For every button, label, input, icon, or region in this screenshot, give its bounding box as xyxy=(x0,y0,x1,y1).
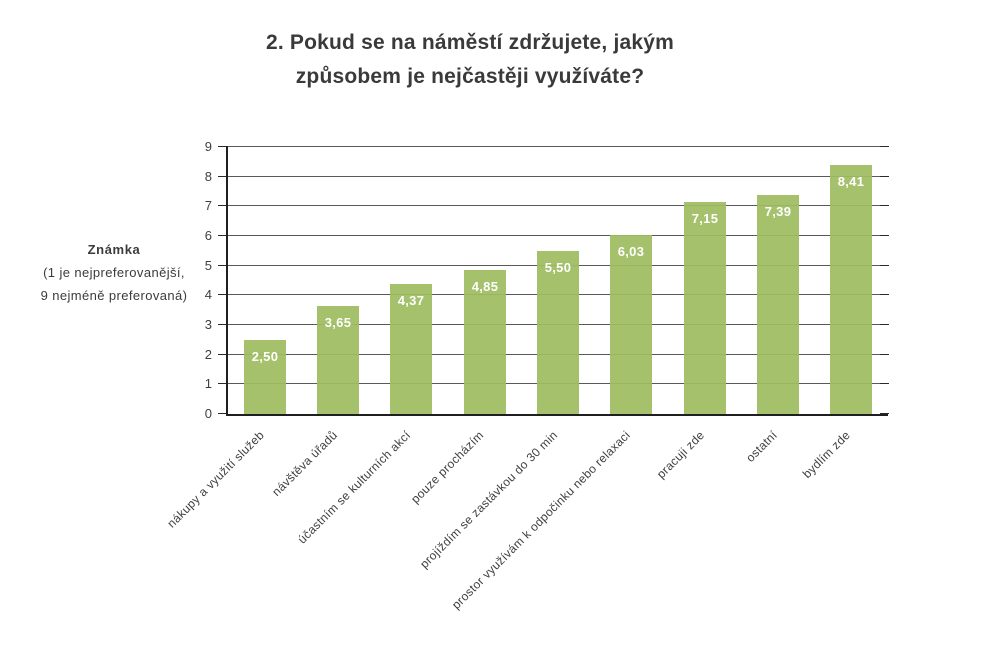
y-axis-right-tick xyxy=(880,354,889,355)
y-tick-label: 1 xyxy=(204,376,212,391)
x-axis-line xyxy=(226,414,888,416)
y-axis-label-line2: (1 je nejpreferovanější, xyxy=(43,265,185,280)
bar-value-label: 4,37 xyxy=(397,293,425,308)
y-axis-right-tick xyxy=(880,146,889,147)
gridline xyxy=(228,205,888,206)
y-tick-label: 8 xyxy=(204,169,212,184)
bar-value-label: 5,50 xyxy=(544,260,572,275)
y-axis-line xyxy=(226,146,228,416)
x-category-label: návštěva úřadů xyxy=(269,428,340,499)
y-axis-label-line3: 9 nejméně preferovaná) xyxy=(40,288,188,303)
bar-value-label: 3,65 xyxy=(324,315,352,330)
bar-value-label: 8,41 xyxy=(837,174,865,189)
bar xyxy=(464,270,506,414)
bar xyxy=(610,235,652,414)
y-tick-label: 5 xyxy=(204,258,212,273)
x-category-label: projíždím se zastávkou do 30 min xyxy=(416,428,560,572)
gridline xyxy=(228,235,888,236)
y-axis-tick xyxy=(218,205,227,206)
y-axis-right-tick xyxy=(880,383,889,384)
bar-value-label: 2,50 xyxy=(251,349,279,364)
gridline xyxy=(228,176,888,177)
y-axis-right-tick xyxy=(880,413,889,414)
chart-title-line1: 2. Pokud se na náměstí zdržujete, jakým xyxy=(265,31,675,54)
y-axis-right-tick xyxy=(880,176,889,177)
y-axis-right-tick xyxy=(880,294,889,295)
bar-value-label: 6,03 xyxy=(617,244,645,259)
bar xyxy=(537,251,579,414)
y-axis-right-tick xyxy=(880,265,889,266)
y-tick-label: 3 xyxy=(204,317,212,332)
bar-value-label: 7,15 xyxy=(691,211,719,226)
y-tick-label: 7 xyxy=(204,198,212,213)
y-tick-label: 6 xyxy=(204,228,212,243)
bar xyxy=(317,306,359,414)
bar xyxy=(757,195,799,414)
y-axis-right-tick xyxy=(880,235,889,236)
x-category-label: pouze procházím xyxy=(408,428,487,507)
bar xyxy=(830,165,872,414)
y-tick-label: 4 xyxy=(204,287,212,302)
bar xyxy=(390,284,432,414)
gridline xyxy=(228,146,888,147)
y-axis-right-tick xyxy=(880,324,889,325)
bar-value-label: 7,39 xyxy=(764,204,792,219)
y-axis-tick xyxy=(218,235,227,236)
chart-title: 2. Pokud se na náměstí zdržujete, jakým … xyxy=(0,26,940,94)
y-axis-tick xyxy=(218,324,227,325)
y-tick-label: 2 xyxy=(204,347,212,362)
y-axis-label-title: Známka xyxy=(87,242,141,257)
x-category-label: nákupy a využití služeb xyxy=(164,428,267,531)
y-axis-tick xyxy=(218,294,227,295)
y-axis-tick xyxy=(218,354,227,355)
y-axis-tick xyxy=(218,383,227,384)
x-category-label: pracuji zde xyxy=(653,428,707,482)
chart-title-line2: způsobem je nejčastěji využíváte? xyxy=(295,65,645,88)
bar xyxy=(684,202,726,414)
y-axis-tick xyxy=(218,265,227,266)
y-tick-label: 0 xyxy=(204,406,212,421)
y-axis-right-tick xyxy=(880,205,889,206)
y-axis-tick xyxy=(218,176,227,177)
y-axis-tick xyxy=(218,413,227,414)
bar-value-label: 4,85 xyxy=(471,279,499,294)
y-tick-label: 9 xyxy=(204,139,212,154)
x-category-label: bydlím zde xyxy=(799,428,853,482)
bar xyxy=(244,340,286,414)
y-axis-label: Známka (1 je nejpreferovanější, 9 nejmén… xyxy=(0,238,228,307)
y-axis-tick xyxy=(218,146,227,147)
x-category-label: ostatní xyxy=(743,428,780,465)
